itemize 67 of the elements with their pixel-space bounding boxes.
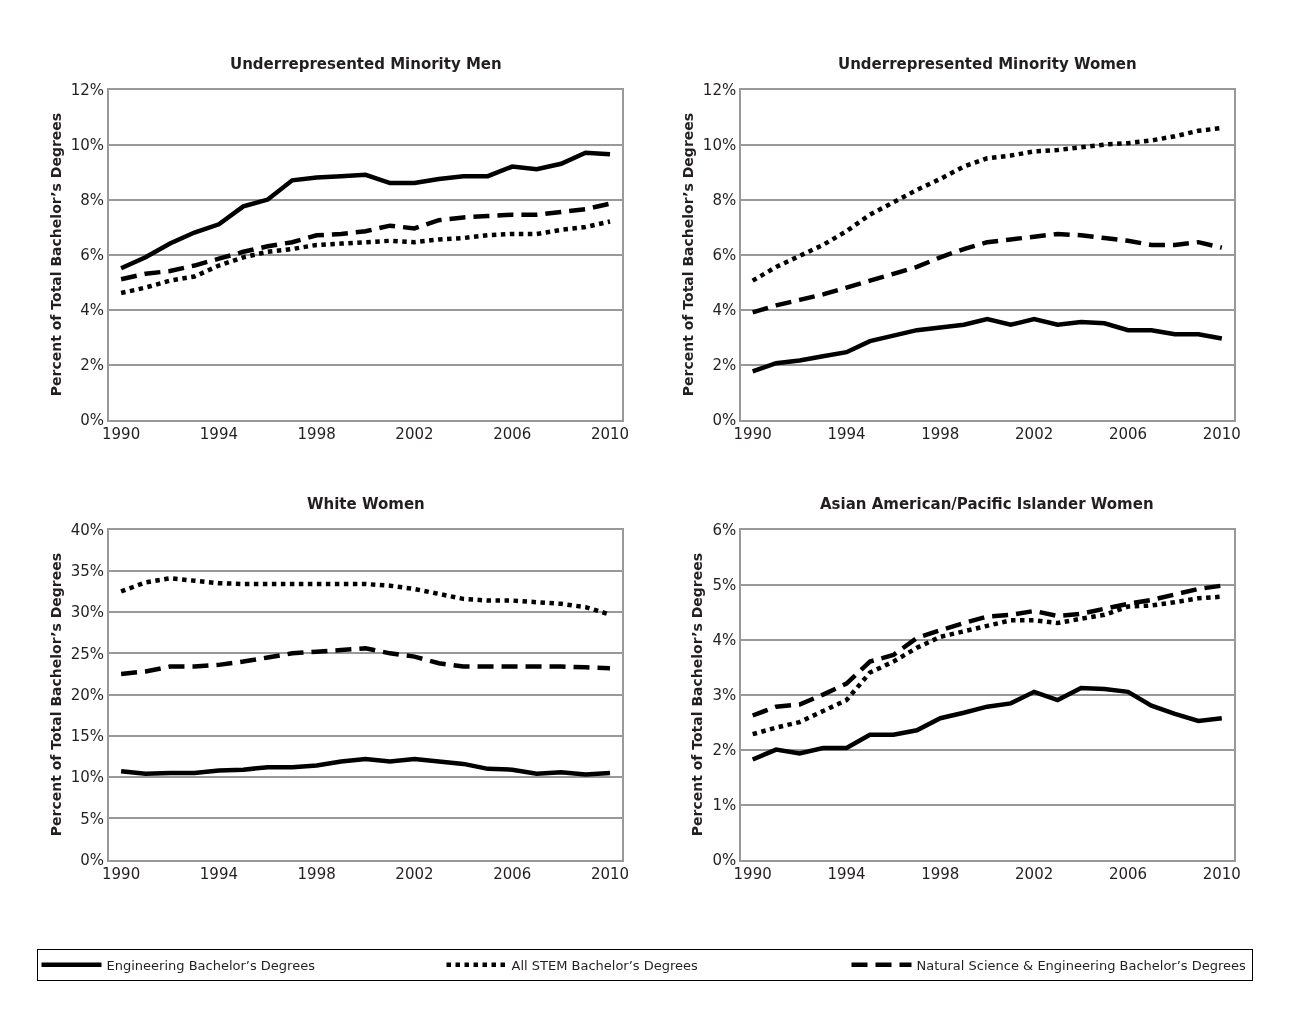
y-tick-label: 1% (712, 795, 737, 814)
y-tick-label: 2% (712, 740, 737, 759)
y-tick-label: 8% (80, 190, 105, 209)
chart-title: Underrepresented Minority Women (838, 55, 1137, 73)
y-axis-title: Percent of Total Bachelor’s Degrees (689, 552, 706, 837)
line-series (750, 316, 1225, 374)
x-tick-label: 2010 (590, 865, 630, 884)
y-tick-label: 40% (70, 520, 105, 539)
line-series (118, 756, 613, 777)
legend-label: All STEM Bachelor’s Degrees (511, 957, 699, 973)
line-series (118, 150, 613, 271)
legend-label: Engineering Bachelor’s Degrees (106, 957, 316, 973)
x-tick-label: 2006 (493, 865, 532, 884)
y-tick-label: 5% (80, 809, 105, 828)
y-tick-label: 10% (70, 135, 105, 154)
y-tick-label: 4% (80, 300, 105, 319)
x-tick-label: 2006 (1108, 425, 1148, 444)
y-tick-label: 15% (70, 727, 105, 746)
x-tick-label: 1990 (733, 425, 772, 444)
line-series (750, 685, 1225, 762)
y-tick-label: 4% (712, 630, 737, 649)
x-tick-label: 1998 (921, 865, 960, 884)
x-tick-label: 1994 (199, 865, 238, 884)
x-tick-label: 1994 (827, 865, 866, 884)
y-tick-label: 10% (702, 135, 737, 154)
y-axis-title: Percent of Total Bachelor’s Degrees (679, 112, 696, 397)
x-tick-label: 2006 (493, 425, 532, 444)
x-tick-label: 2010 (1202, 425, 1241, 444)
y-tick-label: 8% (712, 190, 737, 209)
y-axis-title: Percent of Total Bachelor’s Degrees (47, 112, 64, 397)
y-tick-label: 6% (80, 245, 105, 264)
x-tick-label: 2002 (395, 425, 434, 444)
x-tick-label: 1990 (102, 865, 141, 884)
y-tick-label: 10% (70, 768, 105, 787)
x-tick-label: 2002 (395, 865, 434, 884)
x-tick-label: 2002 (1015, 865, 1054, 884)
x-tick-label: 1990 (733, 865, 772, 884)
line-series (750, 231, 1225, 315)
x-tick-label: 1990 (102, 425, 141, 444)
line-series (118, 646, 613, 677)
y-tick-label: 6% (712, 520, 737, 539)
x-tick-label: 1994 (827, 425, 866, 444)
y-tick-label: 12% (70, 80, 105, 99)
x-tick-label: 1998 (921, 425, 960, 444)
x-tick-label: 2002 (1015, 425, 1054, 444)
chart-title: Underrepresented Minority Men (230, 55, 502, 73)
x-tick-label: 1994 (199, 425, 238, 444)
y-axis-title: Percent of Total Bachelor’s Degrees (47, 552, 64, 837)
y-tick-label: 6% (712, 245, 737, 264)
y-tick-label: 2% (712, 355, 737, 374)
y-tick-label: 2% (80, 355, 105, 374)
y-tick-label: 4% (712, 300, 737, 319)
x-tick-label: 2010 (590, 425, 630, 444)
y-tick-label: 20% (70, 685, 105, 704)
chart-title: White Women (307, 495, 425, 513)
y-tick-label: 35% (70, 562, 105, 581)
chart-title: Asian American/Pacific Islander Women (820, 495, 1154, 513)
y-tick-label: 25% (70, 644, 105, 663)
legend-label: Natural Science & Engineering Bachelor’s Degrees (916, 957, 1247, 973)
y-tick-label: 12% (702, 80, 737, 99)
x-tick-label: 2010 (1202, 865, 1241, 884)
x-tick-label: 1998 (297, 425, 336, 444)
y-tick-label: 30% (70, 603, 105, 622)
y-tick-label: 3% (712, 685, 737, 704)
y-tick-label: 5% (712, 575, 737, 594)
x-tick-label: 2006 (1108, 865, 1148, 884)
x-tick-label: 1998 (297, 865, 336, 884)
